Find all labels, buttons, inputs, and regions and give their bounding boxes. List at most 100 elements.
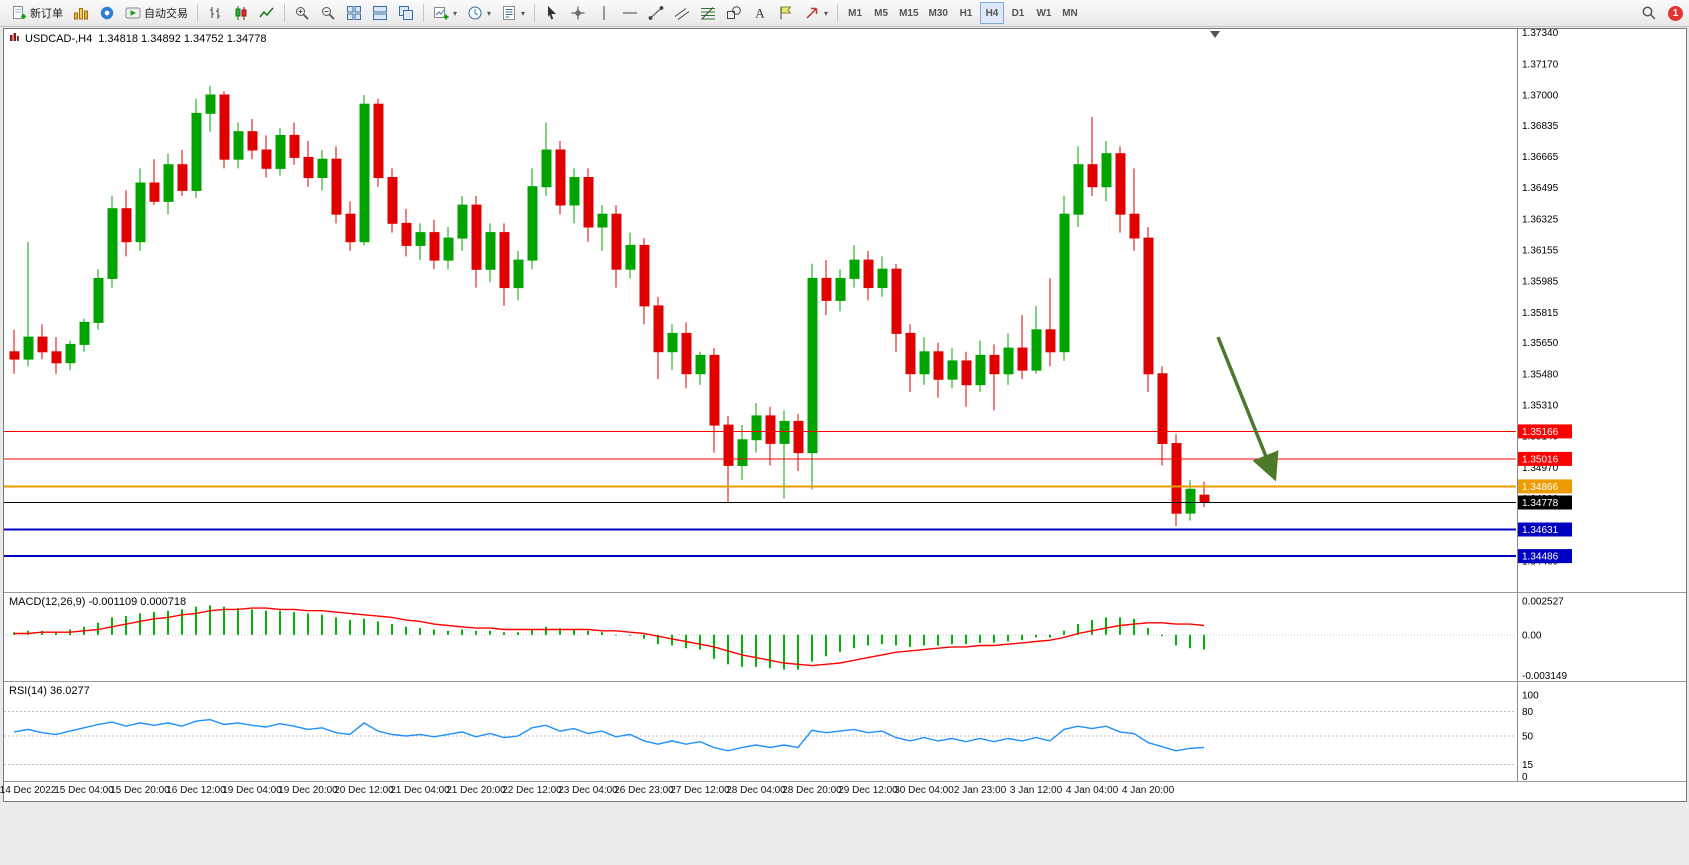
- trendline-button[interactable]: [644, 2, 668, 24]
- annotation-arrow[interactable]: [1216, 336, 1279, 482]
- window-list-button[interactable]: [368, 2, 392, 24]
- timeframe-h1-button[interactable]: H1: [954, 2, 978, 24]
- price-badge: 1.34631: [1518, 522, 1572, 537]
- rsi-panel[interactable]: RSI(14) 36.0277 100 80 50 15 0: [4, 681, 1686, 781]
- svg-text:1.34631: 1.34631: [1522, 525, 1559, 536]
- window-list-icon: [372, 5, 388, 21]
- time-label: 19 Dec 20:00: [278, 785, 338, 796]
- notification-badge[interactable]: 1: [1668, 5, 1683, 21]
- text-button[interactable]: A: [748, 2, 772, 24]
- timeframe-mn-button[interactable]: MN: [1058, 2, 1082, 24]
- shapes-button[interactable]: [722, 2, 746, 24]
- fibonacci-button[interactable]: [696, 2, 720, 24]
- time-label: 14 Dec 2022: [0, 785, 57, 796]
- time-label: 27 Dec 12:00: [670, 785, 730, 796]
- arrows-button[interactable]: ▾: [800, 2, 832, 24]
- macd-label: MACD(12,26,9) -0.001109 0.000718: [9, 596, 187, 608]
- vline-icon: [596, 5, 612, 21]
- svg-text:0.00: 0.00: [1522, 630, 1542, 641]
- time-label: 20 Dec 12:00: [334, 785, 394, 796]
- new-order-icon: [11, 5, 27, 21]
- periods-button[interactable]: ▾: [463, 2, 495, 24]
- zoom-out-button[interactable]: [316, 2, 340, 24]
- trendline-icon: [648, 5, 664, 21]
- autotrading-button-label: 自动交易: [144, 8, 188, 20]
- svg-text:80: 80: [1522, 707, 1534, 718]
- new-order-button-label: 新订单: [30, 8, 63, 20]
- svg-text:1.35985: 1.35985: [1522, 277, 1559, 288]
- price-badge: 1.35166: [1518, 424, 1572, 439]
- cascade-windows-button[interactable]: [394, 2, 418, 24]
- svg-text:1.36495: 1.36495: [1522, 183, 1559, 194]
- channel-button[interactable]: [670, 2, 694, 24]
- time-label: 30 Dec 04:00: [894, 785, 954, 796]
- price-badge: 1.34866: [1518, 479, 1572, 494]
- svg-text:1.34970: 1.34970: [1522, 463, 1559, 474]
- horizontal-line-button[interactable]: [618, 2, 642, 24]
- search-button[interactable]: [1637, 2, 1661, 24]
- svg-text:-0.003149: -0.003149: [1522, 671, 1567, 681]
- time-label: 3 Jan 12:00: [1009, 785, 1063, 796]
- timeframe-m30-button[interactable]: M30: [925, 2, 952, 24]
- price-chart[interactable]: USDCAD-,H4 1.34818 1.34892 1.34752 1.347…: [4, 29, 1686, 592]
- svg-text:0.002527: 0.002527: [1522, 597, 1564, 608]
- timeframe-h4-button[interactable]: H4: [979, 2, 1004, 24]
- channel-icon: [674, 5, 690, 21]
- bottom-strip: [0, 802, 1689, 865]
- autotrading-button[interactable]: 自动交易: [121, 2, 192, 24]
- timeframe-m15-button[interactable]: M15: [895, 2, 922, 24]
- chevron-down-icon: ▾: [487, 8, 492, 18]
- charts-button[interactable]: [69, 2, 93, 24]
- zoom-in-button[interactable]: [290, 2, 314, 24]
- time-label: 16 Dec 12:00: [166, 785, 226, 796]
- cursor-button[interactable]: [540, 2, 564, 24]
- vertical-line-button[interactable]: [592, 2, 616, 24]
- crosshair-button[interactable]: [566, 2, 590, 24]
- new-chart-button[interactable]: ▾: [429, 2, 461, 24]
- chart-header: USDCAD-,H4 1.34818 1.34892 1.34752 1.347…: [9, 32, 266, 45]
- timeframe-m1-button[interactable]: M1: [843, 2, 867, 24]
- label-button[interactable]: [774, 2, 798, 24]
- time-label: 21 Dec 20:00: [446, 785, 506, 796]
- templates-button[interactable]: ▾: [497, 2, 529, 24]
- timeframe-m5-button[interactable]: M5: [869, 2, 893, 24]
- rsi-axis[interactable]: 100 80 50 150: [1522, 691, 1539, 782]
- line-chart-icon: [259, 5, 275, 21]
- timeframe-d1-button[interactable]: D1: [1006, 2, 1030, 24]
- tile-windows-button[interactable]: [342, 2, 366, 24]
- time-label: 23 Dec 04:00: [558, 785, 618, 796]
- svg-text:1.36325: 1.36325: [1522, 214, 1559, 225]
- svg-text:1.37000: 1.37000: [1522, 91, 1559, 102]
- bars-chart-button[interactable]: [203, 2, 227, 24]
- ohlc-bars-icon: [207, 5, 223, 21]
- svg-text:1.35650: 1.35650: [1522, 338, 1559, 349]
- price-badge: 1.34486: [1518, 549, 1572, 564]
- time-label: 15 Dec 20:00: [110, 785, 170, 796]
- rsi-label: RSI(14) 36.0277: [9, 685, 90, 697]
- macd-panel[interactable]: MACD(12,26,9) -0.001109 0.000718 0.00252…: [4, 592, 1686, 681]
- svg-text:1.35815: 1.35815: [1522, 308, 1559, 319]
- community-button[interactable]: [95, 2, 119, 24]
- macd-axis[interactable]: 0.002527 0.00 -0.003149: [1522, 597, 1567, 682]
- line-chart-button[interactable]: [255, 2, 279, 24]
- new-chart-icon: [433, 5, 449, 21]
- time-axis[interactable]: 14 Dec 2022 15 Dec 04:00 15 Dec 20:00 16 De…: [0, 781, 1686, 801]
- time-label: 26 Dec 23:00: [614, 785, 674, 796]
- macd-histogram: [13, 605, 1205, 670]
- new-order-button[interactable]: 新订单: [7, 2, 67, 24]
- time-label: 22 Dec 12:00: [502, 785, 562, 796]
- price-badge: 1.35016: [1518, 451, 1572, 466]
- svg-text:A: A: [755, 6, 765, 21]
- toolbar: 新订单 自动交易 ▾ ▾ ▾ A ▾ M1 M5 M15 M30 H1 H4 D1 W1 MN 1: [0, 0, 1689, 27]
- svg-text:1.36155: 1.36155: [1522, 246, 1559, 257]
- svg-text:1.35016: 1.35016: [1522, 454, 1559, 465]
- candles-chart-button[interactable]: [229, 2, 253, 24]
- toolbar-separator: [197, 4, 198, 22]
- timeframe-w1-button[interactable]: W1: [1032, 2, 1056, 24]
- cursor-icon: [544, 5, 560, 21]
- price-badge: 1.34778: [1518, 495, 1572, 510]
- fibo-icon: [700, 5, 716, 21]
- rsi-line: [13, 718, 1205, 752]
- text-icon: A: [752, 5, 768, 21]
- community-icon: [99, 5, 115, 21]
